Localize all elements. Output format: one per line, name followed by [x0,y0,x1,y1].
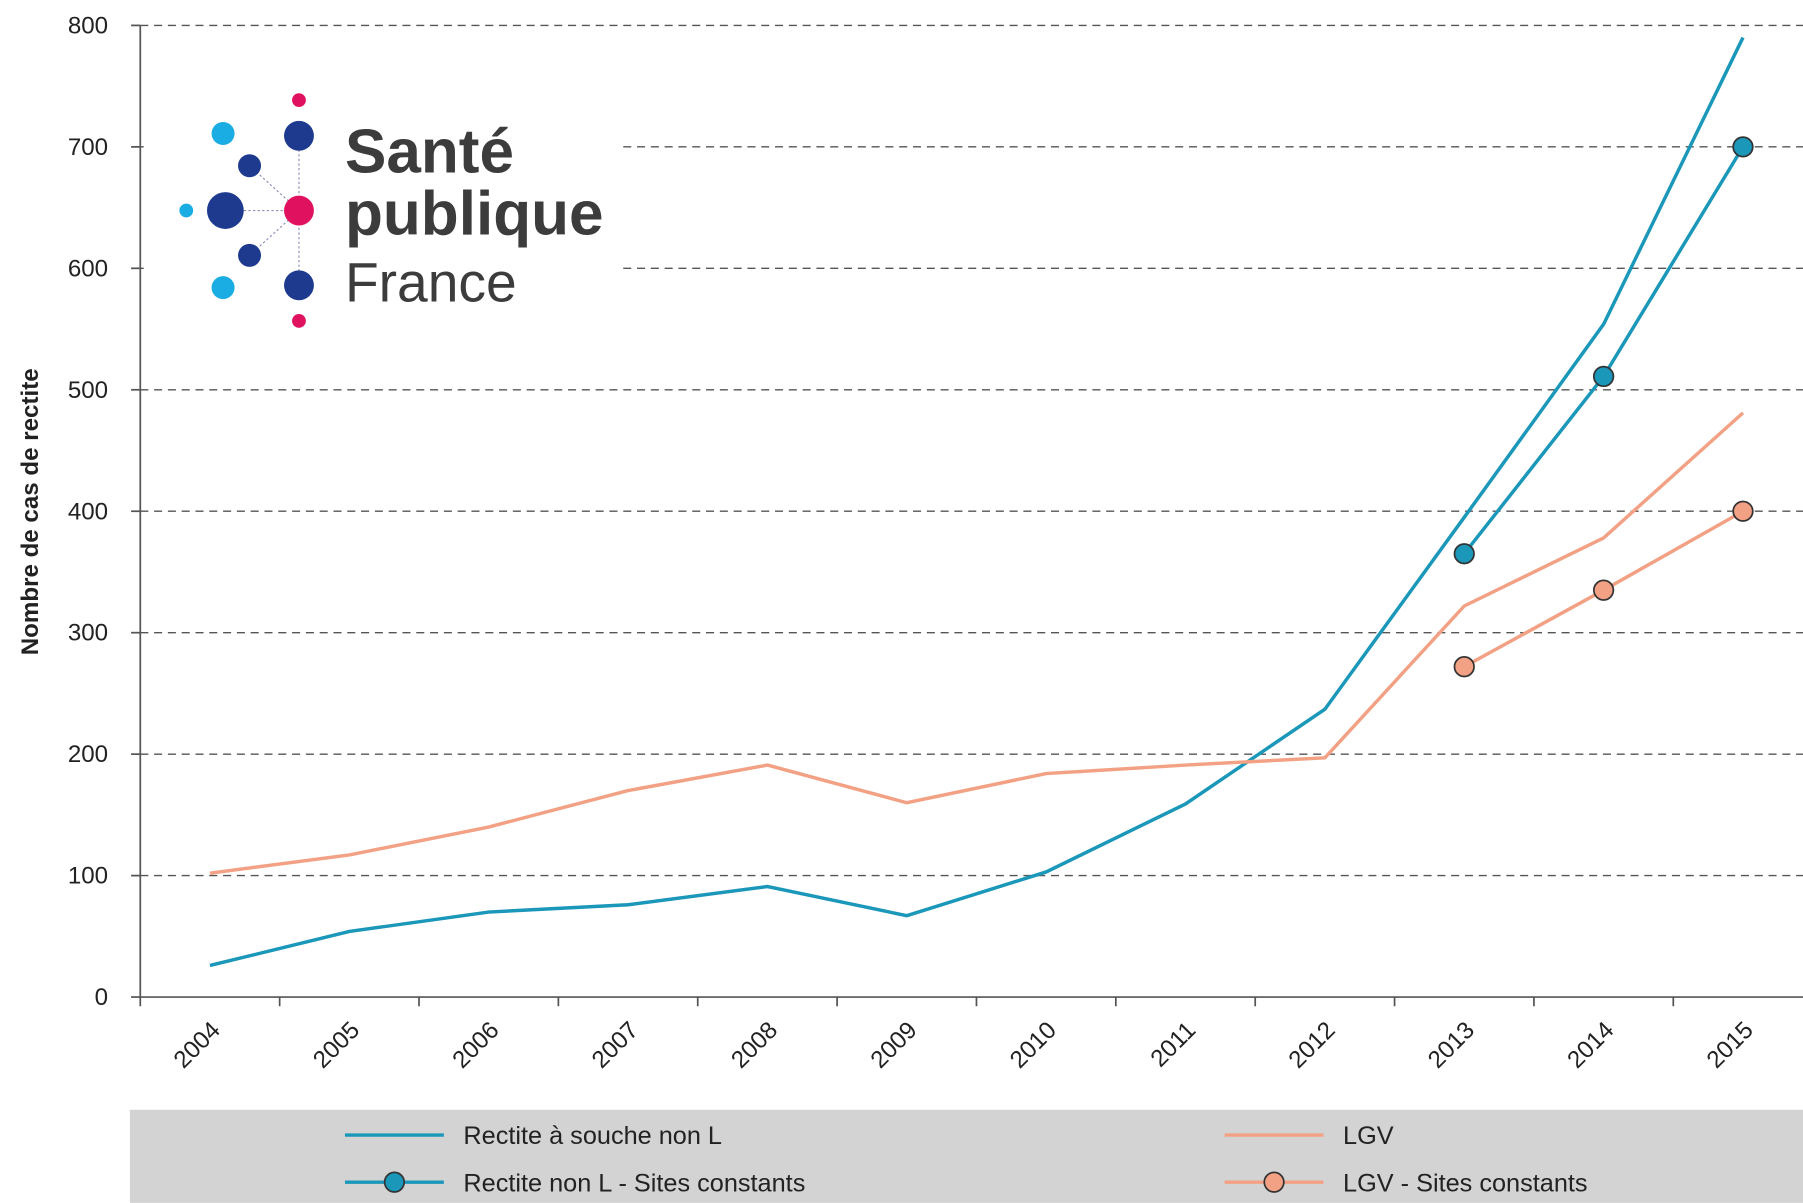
logo-text: France [345,251,517,313]
logo-dots [179,93,314,328]
y-tick-label: 100 [68,863,108,890]
x-tick-label: 2013 [1423,1017,1480,1074]
x-tick-label: 2012 [1284,1017,1341,1074]
point [1732,500,1754,522]
x-tick-label: 2006 [447,1017,504,1074]
point [1732,136,1754,158]
y-axis-label: Nombre de cas de rectite [17,368,44,655]
series-line [209,411,1745,875]
series-line [209,36,1745,968]
x-tick-label: 2015 [1702,1017,1759,1074]
x-tick-label: 2004 [169,1017,226,1074]
legend-label: LGV - Sites constants [1343,1169,1588,1197]
x-tick-label: 2010 [1005,1017,1062,1074]
x-tick-label: 2007 [587,1017,644,1074]
x-tick-label: 2014 [1562,1017,1619,1074]
series-line [1462,145,1745,555]
legend-marker [1263,1171,1285,1193]
logo-text: Santé [345,118,514,187]
legend-marker [383,1171,406,1193]
legend-label: Rectite non L - Sites constants [463,1169,805,1197]
x-tick-label: 2009 [865,1017,922,1074]
point [1453,543,1475,565]
legend-box [129,1109,1803,1203]
y-tick-label: 800 [68,12,108,39]
y-tick-label: 400 [68,498,108,525]
plot: 0 100 200 300 400 500 600 700 800 2004 2005 2006 200… [68,12,1803,1197]
y-tick-label: 600 [68,255,108,282]
y-tick-label: 700 [68,134,108,161]
point [1453,656,1475,678]
x-tick-label: 2005 [308,1017,365,1074]
y-tick-label: 0 [95,984,108,1011]
x-tick-label: 2008 [726,1017,783,1074]
logo-text: publique [345,180,604,249]
x-tick-label: 2011 [1145,1017,1201,1073]
legend-label: Rectite à souche non L [463,1122,722,1150]
y-tick-label: 500 [68,377,108,404]
point [1592,365,1615,388]
logo: Santé publique France [179,93,604,328]
y-tick-label: 200 [68,741,108,768]
legend-label: LGV [1343,1122,1394,1150]
point [1592,579,1615,601]
y-tick-label: 300 [68,620,108,647]
